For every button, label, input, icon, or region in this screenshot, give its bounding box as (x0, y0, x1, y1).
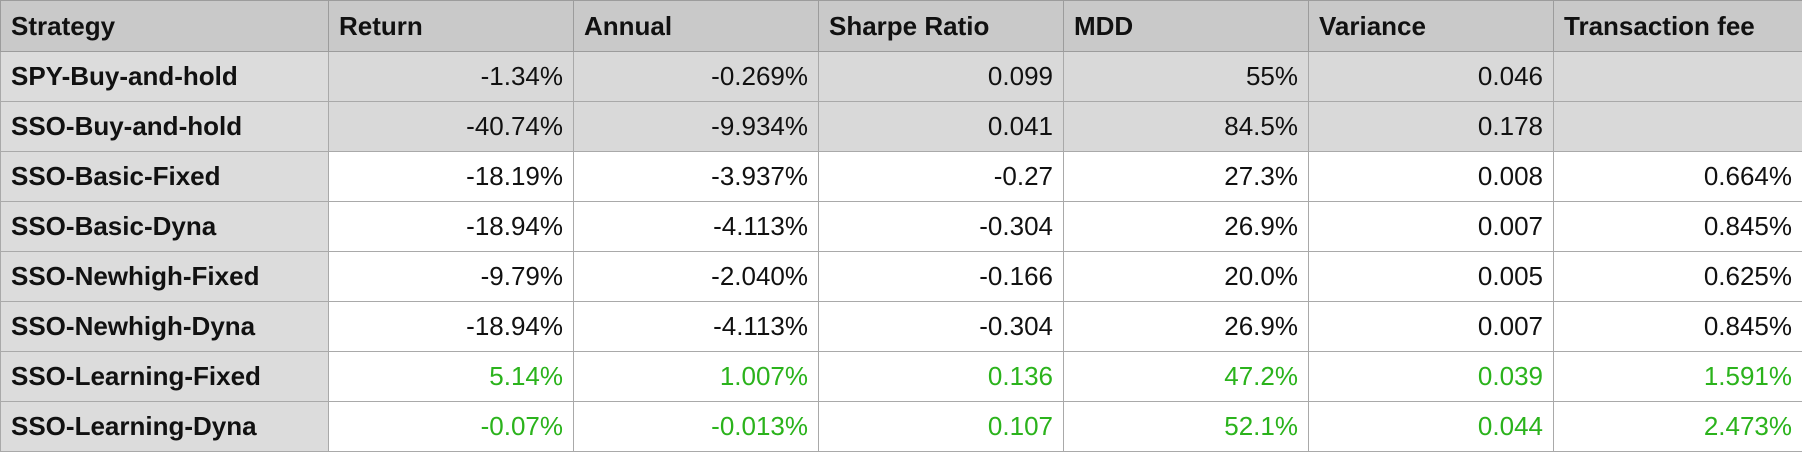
variance-cell: 0.044 (1308, 401, 1554, 452)
table-row: SSO-Learning-Fixed 5.14% 1.007% 0.136 47… (0, 351, 1802, 402)
variance-cell: 0.008 (1308, 151, 1554, 202)
annual-cell: -0.013% (573, 401, 819, 452)
sharpe-ratio-cell: 0.107 (818, 401, 1064, 452)
return-cell: -9.79% (328, 251, 574, 302)
header-row: Strategy Return Annual Sharpe Ratio MDD … (0, 0, 1802, 52)
annual-cell: -0.269% (573, 51, 819, 102)
sharpe-ratio-cell: 0.099 (818, 51, 1064, 102)
table-row: SSO-Basic-Dyna -18.94% -4.113% -0.304 26… (0, 201, 1802, 252)
strategy-cell: SSO-Learning-Fixed (0, 351, 329, 402)
mdd-cell: 27.3% (1063, 151, 1309, 202)
sharpe-ratio-cell: -0.304 (818, 201, 1064, 252)
transaction-fee-cell: 2.473% (1553, 401, 1802, 452)
return-cell: -18.94% (328, 201, 574, 252)
variance-cell: 0.007 (1308, 201, 1554, 252)
table-row: SSO-Basic-Fixed -18.19% -3.937% -0.27 27… (0, 151, 1802, 202)
variance-cell: 0.007 (1308, 301, 1554, 352)
mdd-cell: 55% (1063, 51, 1309, 102)
annual-cell: -4.113% (573, 301, 819, 352)
strategy-cell: SSO-Learning-Dyna (0, 401, 329, 452)
annual-cell: -9.934% (573, 101, 819, 152)
transaction-fee-cell (1553, 101, 1802, 152)
mdd-cell: 52.1% (1063, 401, 1309, 452)
strategy-cell: SSO-Basic-Fixed (0, 151, 329, 202)
return-cell: -40.74% (328, 101, 574, 152)
return-cell: -0.07% (328, 401, 574, 452)
transaction-fee-cell: 0.625% (1553, 251, 1802, 302)
variance-cell: 0.005 (1308, 251, 1554, 302)
table-row: SSO-Buy-and-hold -40.74% -9.934% 0.041 8… (0, 101, 1802, 152)
transaction-fee-cell: 1.591% (1553, 351, 1802, 402)
mdd-cell: 47.2% (1063, 351, 1309, 402)
header-variance: Variance (1308, 0, 1554, 52)
strategy-cell: SSO-Buy-and-hold (0, 101, 329, 152)
strategy-cell: SPY-Buy-and-hold (0, 51, 329, 102)
header-transaction-fee: Transaction fee (1553, 0, 1802, 52)
transaction-fee-cell (1553, 51, 1802, 102)
table-row: SSO-Learning-Dyna -0.07% -0.013% 0.107 5… (0, 401, 1802, 452)
header-mdd: MDD (1063, 0, 1309, 52)
annual-cell: 1.007% (573, 351, 819, 402)
sharpe-ratio-cell: -0.304 (818, 301, 1064, 352)
return-cell: -18.94% (328, 301, 574, 352)
variance-cell: 0.046 (1308, 51, 1554, 102)
sharpe-ratio-cell: 0.041 (818, 101, 1064, 152)
header-return: Return (328, 0, 574, 52)
header-annual: Annual (573, 0, 819, 52)
transaction-fee-cell: 0.664% (1553, 151, 1802, 202)
return-cell: -18.19% (328, 151, 574, 202)
table-row: SSO-Newhigh-Fixed -9.79% -2.040% -0.166 … (0, 251, 1802, 302)
annual-cell: -4.113% (573, 201, 819, 252)
variance-cell: 0.178 (1308, 101, 1554, 152)
mdd-cell: 26.9% (1063, 301, 1309, 352)
strategy-cell: SSO-Newhigh-Fixed (0, 251, 329, 302)
table-row: SSO-Newhigh-Dyna -18.94% -4.113% -0.304 … (0, 301, 1802, 352)
sharpe-ratio-cell: 0.136 (818, 351, 1064, 402)
return-cell: -1.34% (328, 51, 574, 102)
sharpe-ratio-cell: -0.27 (818, 151, 1064, 202)
strategy-cell: SSO-Basic-Dyna (0, 201, 329, 252)
mdd-cell: 20.0% (1063, 251, 1309, 302)
mdd-cell: 26.9% (1063, 201, 1309, 252)
table-body: SPY-Buy-and-hold -1.34% -0.269% 0.099 55… (0, 51, 1802, 452)
table-header: Strategy Return Annual Sharpe Ratio MDD … (0, 0, 1802, 52)
header-sharpe-ratio: Sharpe Ratio (818, 0, 1064, 52)
header-strategy: Strategy (0, 0, 329, 52)
transaction-fee-cell: 0.845% (1553, 301, 1802, 352)
return-cell: 5.14% (328, 351, 574, 402)
table-row: SPY-Buy-and-hold -1.34% -0.269% 0.099 55… (0, 51, 1802, 102)
transaction-fee-cell: 0.845% (1553, 201, 1802, 252)
annual-cell: -2.040% (573, 251, 819, 302)
strategy-cell: SSO-Newhigh-Dyna (0, 301, 329, 352)
annual-cell: -3.937% (573, 151, 819, 202)
mdd-cell: 84.5% (1063, 101, 1309, 152)
sharpe-ratio-cell: -0.166 (818, 251, 1064, 302)
variance-cell: 0.039 (1308, 351, 1554, 402)
